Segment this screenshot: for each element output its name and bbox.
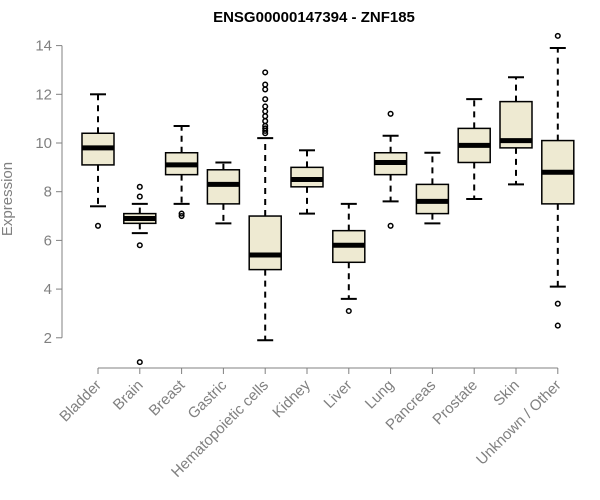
y-axis-label: Expression bbox=[0, 162, 16, 236]
y-tick-label: 14 bbox=[35, 38, 52, 55]
y-tick-label: 2 bbox=[44, 330, 52, 347]
outlier-point bbox=[262, 86, 269, 93]
boxplot-series bbox=[81, 32, 575, 366]
box-group bbox=[457, 98, 491, 200]
box-group bbox=[123, 183, 157, 366]
box-group bbox=[206, 161, 241, 225]
outlier-point bbox=[136, 359, 143, 366]
outlier-point bbox=[262, 113, 269, 120]
outlier-point bbox=[136, 183, 143, 190]
outlier-point bbox=[554, 322, 561, 329]
outlier-point bbox=[262, 69, 269, 76]
box-group bbox=[81, 93, 115, 229]
y-axis: 2 4 6 8 10 12 14 bbox=[35, 38, 63, 347]
outlier-point bbox=[387, 222, 394, 229]
x-tick-label: Bladder bbox=[56, 377, 105, 426]
box-group bbox=[248, 69, 282, 342]
outlier-point bbox=[262, 125, 269, 132]
x-tick-label: Kidney bbox=[269, 376, 314, 421]
x-tick-label: Breast bbox=[146, 376, 189, 419]
x-tick-label: Skin bbox=[490, 377, 523, 410]
outlier-point bbox=[94, 222, 102, 229]
outlier-point bbox=[136, 193, 143, 200]
outlier-point bbox=[262, 103, 269, 110]
box-group bbox=[541, 32, 575, 329]
box-group bbox=[164, 124, 199, 220]
outlier-point bbox=[387, 110, 394, 117]
outlier-point bbox=[178, 212, 185, 220]
box-group bbox=[332, 202, 366, 315]
outlier-point bbox=[345, 307, 352, 315]
y-tick-label: 12 bbox=[35, 86, 52, 103]
y-tick-label: 8 bbox=[44, 184, 52, 201]
y-tick-label: 10 bbox=[35, 135, 52, 152]
outlier-point bbox=[262, 118, 269, 125]
x-tick-label: Brain bbox=[110, 377, 147, 414]
outlier-point bbox=[554, 300, 561, 307]
outlier-point bbox=[262, 81, 269, 88]
x-tick-label: Liver bbox=[321, 377, 356, 412]
outlier-point bbox=[262, 108, 269, 115]
y-tick-label: 6 bbox=[44, 232, 52, 249]
box-group bbox=[373, 110, 408, 229]
outlier-point bbox=[178, 210, 185, 217]
box-group bbox=[290, 149, 324, 215]
x-tick-label: Prostate bbox=[429, 377, 481, 429]
outlier-point bbox=[262, 96, 269, 103]
outlier-point bbox=[136, 242, 143, 249]
y-tick-label: 4 bbox=[44, 281, 52, 298]
x-tick-label: Lung bbox=[362, 377, 398, 413]
box-group bbox=[415, 151, 450, 225]
box-group bbox=[499, 76, 533, 186]
box bbox=[248, 215, 282, 271]
chart-title: ENSG00000147394 - ZNF185 bbox=[213, 9, 415, 26]
outlier-point bbox=[554, 32, 561, 39]
